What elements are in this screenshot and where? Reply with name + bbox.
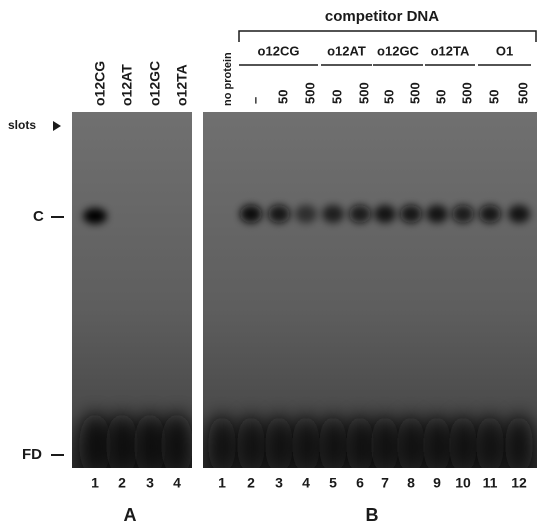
complex-band (374, 205, 396, 223)
panel-b-label: B (366, 505, 379, 524)
competitor-bracket (238, 30, 537, 42)
probe-label: o12TA (174, 64, 190, 106)
competitor-title: competitor DNA (325, 8, 439, 25)
free-dna-smear (476, 415, 504, 468)
complex-band (452, 205, 474, 223)
free-dna-smear (371, 415, 399, 468)
panel-a-label: A (124, 505, 137, 524)
complex-band (479, 205, 501, 223)
lane-number: 4 (302, 475, 310, 491)
lane-number: 10 (455, 475, 471, 491)
free-dna-smear (449, 415, 477, 468)
lane-number: 1 (91, 475, 99, 491)
no-protein-label: no protein (222, 52, 234, 106)
group-label: O1 (496, 43, 513, 58)
lane-number: 7 (381, 475, 389, 491)
free-dna-smear (106, 413, 138, 468)
free-dna-smear (79, 413, 111, 468)
probe-label: o12CG (92, 61, 108, 106)
gel-panel-b (203, 112, 537, 468)
amount-label: 500 (407, 82, 422, 104)
amount-label: 500 (356, 82, 371, 104)
lane-number: 8 (407, 475, 415, 491)
lane-number: 4 (173, 475, 181, 491)
complex-band (322, 205, 344, 223)
group-label: o12AT (327, 43, 366, 58)
complex-band (240, 205, 262, 223)
complex-band (426, 205, 448, 223)
lane-number: 12 (511, 475, 527, 491)
amount-label: 500 (515, 82, 530, 104)
free-dna-smear (292, 415, 320, 468)
complex-label: C (33, 208, 44, 225)
free-dna-smear (237, 415, 265, 468)
free-dna-smear (161, 413, 192, 468)
complex-band (400, 205, 422, 223)
group-label: o12TA (431, 43, 470, 58)
free-dna-smear (346, 415, 374, 468)
bands-a (79, 208, 192, 468)
amount-label: 50 (486, 90, 501, 104)
lane-number: 3 (275, 475, 283, 491)
free-dna-smear (397, 415, 425, 468)
probe-label: o12GC (147, 61, 163, 106)
amount-label: 50 (381, 90, 396, 104)
complex-band (508, 205, 530, 223)
gel-panel-a (72, 112, 192, 468)
probe-label: o12AT (119, 64, 135, 106)
lane-number: 11 (483, 475, 498, 491)
lane-number: 5 (329, 475, 337, 491)
complex-band (83, 208, 107, 224)
complex-band (349, 205, 371, 223)
free-dna-smear (265, 415, 293, 468)
lane-number: 2 (118, 475, 126, 491)
lane-number: 1 (218, 475, 226, 491)
slots-label: slots (8, 118, 36, 132)
amount-label: 50 (433, 90, 448, 104)
bands-b (208, 205, 533, 468)
free-dna-smear (319, 415, 347, 468)
complex-band (268, 205, 290, 223)
amount-label: – (247, 97, 262, 104)
free-dna-smear (423, 415, 451, 468)
free-dna-smear (134, 413, 166, 468)
free-dna-label: FD (22, 446, 42, 463)
lane-number: 3 (146, 475, 154, 491)
amount-label: 50 (329, 90, 344, 104)
amount-label: 500 (302, 82, 317, 104)
free-dna-smear (208, 415, 236, 468)
free-dna-smear (505, 415, 533, 468)
lane-number: 9 (433, 475, 441, 491)
amount-label: 50 (275, 90, 290, 104)
lane-number: 6 (356, 475, 364, 491)
lane-number: 2 (247, 475, 255, 491)
amount-label: 500 (459, 82, 474, 104)
group-label: o12GC (377, 43, 420, 58)
slots-arrow (53, 121, 61, 131)
group-label: o12CG (258, 43, 300, 58)
complex-band (295, 205, 317, 223)
